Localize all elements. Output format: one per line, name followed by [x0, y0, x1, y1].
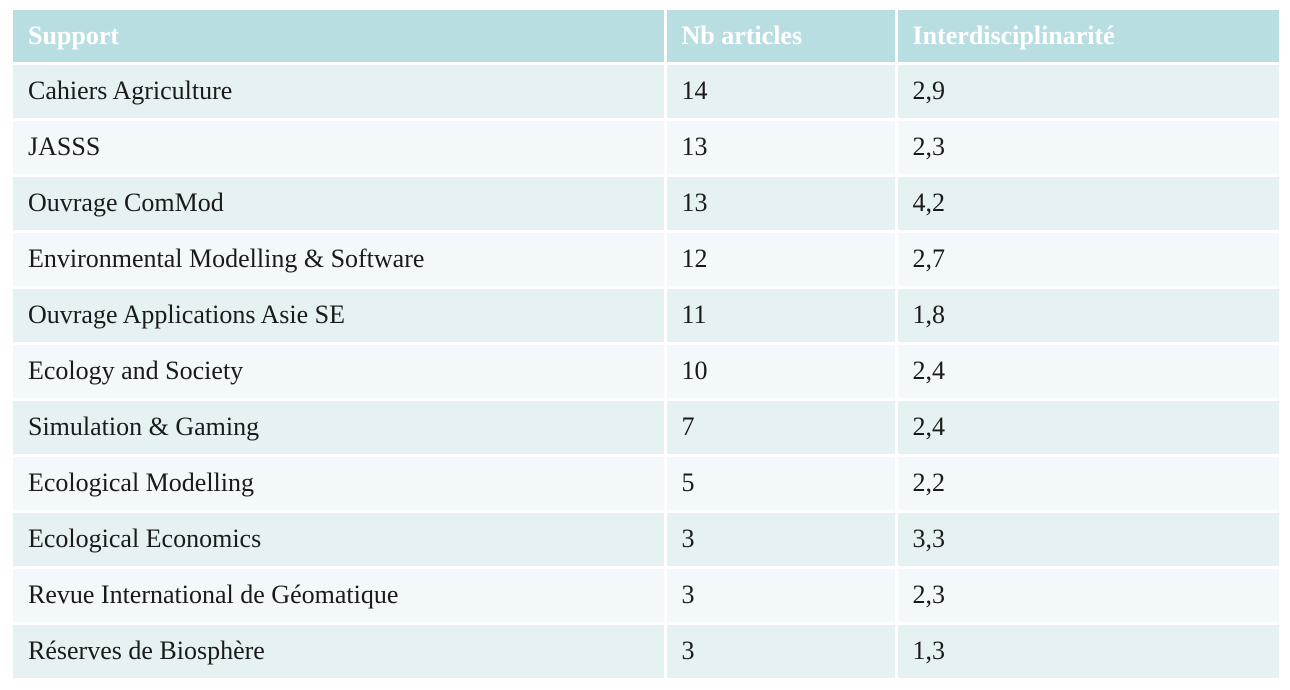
table-row: Ecological Economics 3 3,3: [13, 511, 1279, 569]
cell-support: Ouvrage Applications Asie SE: [13, 287, 667, 345]
table-row: Ecology and Society 10 2,4: [13, 343, 1279, 401]
cell-interdisciplinarite: 2,3: [896, 119, 1279, 177]
cell-nb-articles: 13: [665, 119, 898, 177]
cell-nb-articles: 7: [665, 399, 898, 457]
table-row: Ouvrage Applications Asie SE 11 1,8: [13, 287, 1279, 345]
cell-nb-articles: 3: [665, 623, 898, 681]
cell-interdisciplinarite: 1,3: [896, 623, 1279, 681]
header-nb-articles: Nb articles: [665, 10, 898, 65]
table-row: JASSS 13 2,3: [13, 119, 1279, 177]
header-interdisciplinarite: Interdisciplinarité: [896, 10, 1279, 65]
cell-support: Réserves de Biosphère: [13, 623, 667, 681]
cell-nb-articles: 11: [665, 287, 898, 345]
cell-support: Ecology and Society: [13, 343, 667, 401]
cell-interdisciplinarite: 2,7: [896, 231, 1279, 289]
cell-interdisciplinarite: 2,9: [896, 63, 1279, 121]
cell-nb-articles: 3: [665, 567, 898, 625]
table-row: Simulation & Gaming 7 2,4: [13, 399, 1279, 457]
cell-support: Ecological Economics: [13, 511, 667, 569]
cell-interdisciplinarite: 3,3: [896, 511, 1279, 569]
cell-support: Simulation & Gaming: [13, 399, 667, 457]
cell-nb-articles: 13: [665, 175, 898, 233]
cell-nb-articles: 3: [665, 511, 898, 569]
cell-interdisciplinarite: 2,2: [896, 455, 1279, 513]
cell-nb-articles: 12: [665, 231, 898, 289]
cell-nb-articles: 10: [665, 343, 898, 401]
table-row: Cahiers Agriculture 14 2,9: [13, 63, 1279, 121]
table-row: Ouvrage ComMod 13 4,2: [13, 175, 1279, 233]
table-row: Ecological Modelling 5 2,2: [13, 455, 1279, 513]
cell-support: Environmental Modelling & Software: [13, 231, 667, 289]
cell-interdisciplinarite: 2,3: [896, 567, 1279, 625]
cell-support: Ouvrage ComMod: [13, 175, 667, 233]
cell-support: Revue International de Géomatique: [13, 567, 667, 625]
cell-interdisciplinarite: 4,2: [896, 175, 1279, 233]
cell-interdisciplinarite: 2,4: [896, 399, 1279, 457]
table-row: Réserves de Biosphère 3 1,3: [13, 623, 1279, 681]
table-row: Environmental Modelling & Software 12 2,…: [13, 231, 1279, 289]
header-support: Support: [13, 10, 667, 65]
cell-interdisciplinarite: 1,8: [896, 287, 1279, 345]
cell-nb-articles: 5: [665, 455, 898, 513]
table-row: Revue International de Géomatique 3 2,3: [13, 567, 1279, 625]
cell-support: Cahiers Agriculture: [13, 63, 667, 121]
cell-nb-articles: 14: [665, 63, 898, 121]
cell-support: JASSS: [13, 119, 667, 177]
journals-table: Support Nb articles Interdisciplinarité …: [13, 10, 1279, 681]
cell-interdisciplinarite: 2,4: [896, 343, 1279, 401]
cell-support: Ecological Modelling: [13, 455, 667, 513]
table-header-row: Support Nb articles Interdisciplinarité: [13, 10, 1279, 65]
